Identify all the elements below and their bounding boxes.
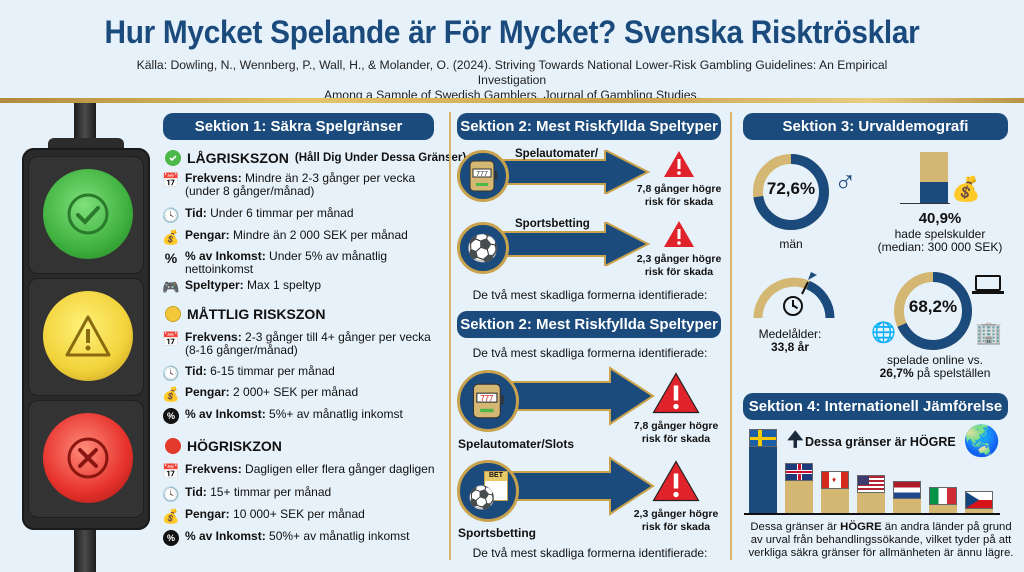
moderate-frequency-row: 📅 Frekvens: 2-3 gånger till 4+ gånger per… <box>162 330 431 357</box>
slot-machine-icon: 777 <box>457 150 509 202</box>
low-money-row: 💰 Pengar: Mindre än 2 000 SEK per månad <box>162 228 408 245</box>
risk-slots-2: 7,8 gånger högre risk för skada <box>633 420 719 445</box>
divider-left <box>449 112 451 560</box>
laptop-base <box>972 291 1004 294</box>
moderate-money-row: 💰 Pengar: 2 000+ SEK per månad <box>162 385 359 402</box>
high-frequency-row: 📅 Frekvens: Dagligen eller flera gånger d… <box>162 462 435 479</box>
percent-badge-icon: % <box>163 530 179 546</box>
flag-italy-icon <box>929 487 957 505</box>
clock-icon: 🕓 <box>162 485 180 502</box>
red-light-x-icon <box>43 413 133 503</box>
percent-icon: % <box>164 249 178 266</box>
section1-header: Sektion 1: Säkra Spelgränser <box>163 113 434 140</box>
calendar-icon: 📅 <box>162 462 180 479</box>
globe-cursor-icon: 🌐 <box>871 322 896 344</box>
divider-right <box>730 112 732 560</box>
flag-czech-icon <box>965 491 993 509</box>
risk-sports: 2,3 gånger högre risk för skada <box>636 253 722 278</box>
moderate-time-row: 🕓 Tid: 6-15 timmar per månad <box>162 364 335 381</box>
warning-triangle-icon <box>663 220 695 253</box>
male-symbol-icon: ♂ <box>834 166 857 199</box>
arrow-slots-2 <box>510 366 655 426</box>
online-stat: spelade online vs. 26,7% på spelställen <box>879 353 991 380</box>
warning-triangle-icon <box>663 150 695 183</box>
arrow-sports-2 <box>510 456 655 516</box>
up-arrow-icon: 🠉 <box>787 429 804 451</box>
warning-triangle-icon <box>652 460 700 507</box>
money-bag-icon: 💰 <box>162 385 180 402</box>
flag-uk-icon <box>785 463 813 481</box>
calendar-icon: 📅 <box>162 330 180 347</box>
clock-icon: 🕓 <box>162 364 180 381</box>
age-gauge <box>753 272 835 319</box>
flag-sweden-icon <box>749 429 777 447</box>
section3-header: Sektion 3: Urvaldemografi <box>743 113 1008 140</box>
page-title: Hur Mycket Spelande är För Mycket? Svens… <box>104 14 920 50</box>
flag-netherlands-icon <box>893 481 921 499</box>
light-body <box>22 148 150 530</box>
zone-low: LÅGRISKSZON (Håll Dig Under Dessa Gränse… <box>165 150 466 166</box>
low-time-row: 🕓 Tid: Under 6 timmar per månad <box>162 206 354 223</box>
soccer-ball-icon: ⚽ <box>457 222 509 274</box>
high-time-row: 🕓 Tid: 15+ timmar per månad <box>162 485 332 502</box>
section2b-header: Sektion 2: Mest Riskfyllda Speltyper <box>457 311 721 338</box>
laptop-icon <box>975 275 1001 291</box>
clock-icon <box>783 296 803 316</box>
slot-machine-icon: 777 <box>457 370 519 432</box>
moderate-income-row: %% av Inkomst: 5%+ av månatlig inkomst <box>163 408 443 424</box>
bet-slip-icon: BET ⚽ <box>457 460 519 522</box>
warning-triangle-icon <box>652 372 700 419</box>
risk-sports-2: 2,3 gånger högre risk för skada <box>633 508 719 533</box>
green-light-check-icon <box>43 169 133 259</box>
money-bags-icon: 💰 <box>951 176 981 203</box>
high-income-row: %% av Inkomst: 50%+ av månatlig inkomst <box>163 530 443 546</box>
section4-note: Dessa gränser är HÖGRE än andra länder p… <box>748 521 1014 559</box>
online-donut-chart <box>894 272 972 350</box>
chart-baseline <box>744 513 1000 515</box>
high-money-row: 💰 Pengar: 10 000+ SEK per månad <box>162 507 365 524</box>
age-stat: Medelålder: 33,8 år <box>758 327 822 354</box>
globe-icon: 🌏 <box>963 425 1001 458</box>
bar-czech <box>965 505 993 513</box>
pole-top <box>74 103 96 143</box>
low-frequency-row: 📅 Frekvens: Mindre än 2-3 gånger per veck… <box>162 171 416 198</box>
arrow-slots <box>500 150 650 194</box>
check-circle-icon <box>165 150 181 166</box>
money-bag-icon: 💰 <box>162 228 180 245</box>
clock-icon: 🕓 <box>162 206 180 223</box>
risk-slots: 7,8 gånger högre risk för skada <box>636 183 722 208</box>
yellow-light-warning-icon <box>43 291 133 381</box>
higher-label: Dessa gränser är HÖGRE <box>805 435 956 449</box>
low-income-row: %% av Inkomst: Under 5% av månatlig netto… <box>164 249 388 276</box>
red-circle-icon <box>165 438 181 454</box>
pole-bottom <box>74 528 96 572</box>
debt-label: hade spelskulder (median: 300 000 SEK) <box>877 227 1003 254</box>
section2a-header: Sektion 2: Mest Riskfyllda Speltyper <box>457 113 721 140</box>
svg-text:777: 777 <box>476 171 488 178</box>
building-icon: 🏢 <box>975 320 1003 345</box>
percent-badge-icon: % <box>163 408 179 424</box>
money-bag-icon: 💰 <box>162 507 180 524</box>
gold-divider <box>0 98 1024 103</box>
men-donut-chart <box>753 154 829 230</box>
source-citation: Källa: Dowling, N., Wennberg, P., Wall, … <box>136 58 888 102</box>
section4-header: Sektion 4: Internationell Jämförelse <box>743 393 1008 420</box>
flag-usa-icon <box>857 475 885 493</box>
flag-canada-icon: ♦ <box>821 471 849 489</box>
zone-moderate: MÅTTLIG RISKSZON <box>165 306 325 322</box>
arrow-sports <box>500 222 650 266</box>
gamepad-icon: 🎮 <box>162 278 180 295</box>
low-gametypes-row: 🎮 Speltyper: Max 1 speltyp <box>162 278 322 295</box>
calendar-icon: 📅 <box>162 171 180 188</box>
svg-text:777: 777 <box>480 394 493 403</box>
yellow-circle-icon <box>165 306 181 322</box>
zone-high: HÖGRISKZON <box>165 438 282 454</box>
